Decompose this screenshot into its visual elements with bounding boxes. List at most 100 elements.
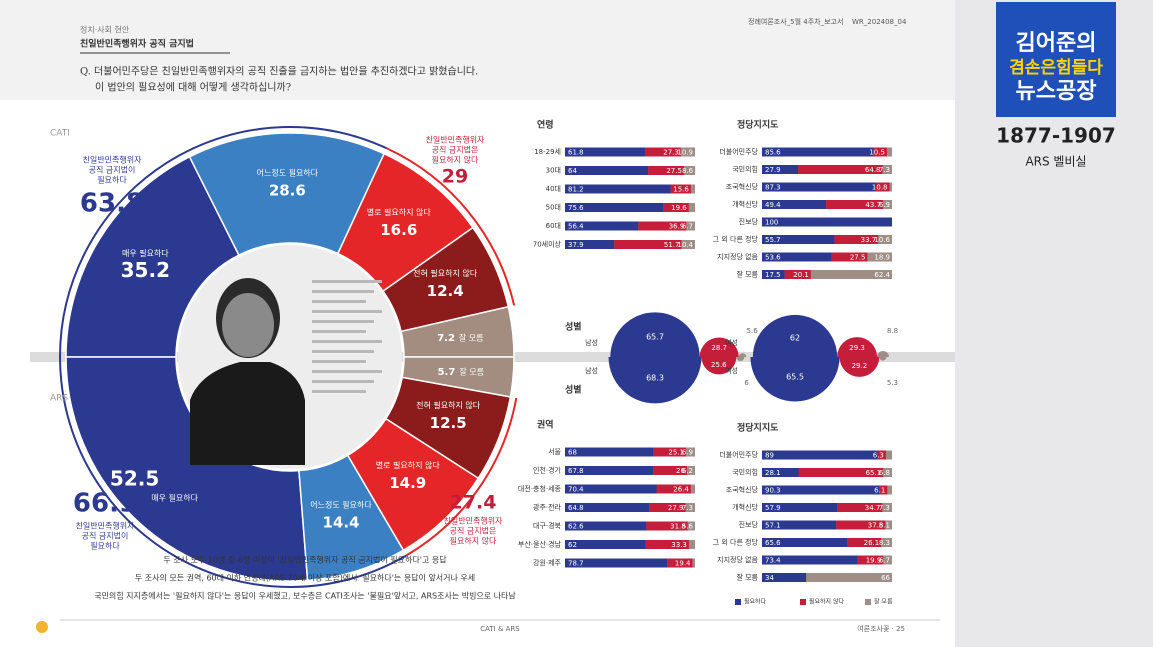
bar-segment — [798, 468, 884, 477]
bar-segment — [847, 538, 882, 547]
bar-segment — [834, 235, 879, 244]
bar-value: 34.7 — [865, 504, 881, 512]
bar-value: 64.8 — [865, 166, 881, 174]
bubble-value: 5.3 — [887, 379, 898, 387]
bubble-value: 65.7 — [646, 332, 664, 341]
bar-value: 34 — [765, 574, 774, 582]
section: 정치·사회 현안 — [80, 25, 130, 35]
bar-value: 33.7 — [861, 236, 877, 244]
bar-segment — [883, 200, 892, 209]
bar-value: 66 — [881, 574, 890, 582]
bar-value: 62.6 — [568, 523, 584, 531]
logo-ars: ARS 벨비실 — [1025, 155, 1086, 169]
row-label: 더불어민주당 — [719, 147, 758, 156]
bubble-value: 8.8 — [887, 327, 898, 335]
bar-segment — [645, 540, 689, 549]
segment-label: 전혀 필요하지 않다 — [416, 400, 481, 410]
footer-center: CATI & ARS — [480, 625, 520, 633]
bubble — [839, 357, 880, 377]
panel-title: 연령 — [537, 119, 554, 131]
bar-segment — [565, 184, 671, 194]
row-label: 60대 — [546, 222, 561, 230]
bar-value: 28.1 — [765, 469, 781, 477]
bar-value: 19.4 — [675, 560, 691, 568]
bar-value: 67.8 — [568, 467, 584, 475]
row-label: 조국혁신당 — [726, 485, 759, 494]
segment-value: 16.6 — [380, 221, 417, 239]
bubble-value: 5.6 — [747, 327, 759, 335]
bar-value: 51.7 — [664, 241, 680, 249]
bar-segment — [762, 182, 876, 192]
bar-value: 6.7 — [879, 557, 890, 565]
row-label: 진보당 — [739, 217, 759, 226]
bar-value: 6.9 — [879, 201, 890, 209]
bar-value: 6.2 — [682, 467, 693, 475]
bar-value: 27.9 — [668, 504, 684, 512]
bubble — [701, 357, 737, 375]
top-band — [0, 0, 955, 100]
need-total: 63.8 — [80, 189, 144, 219]
quote-line — [312, 300, 366, 303]
bar-segment — [798, 165, 883, 174]
bar-value: 70.4 — [568, 486, 584, 494]
bar-segment — [649, 503, 686, 512]
bar-segment — [565, 521, 647, 531]
row-label: 대전·충청·세종 — [518, 484, 562, 493]
bubble — [750, 357, 840, 402]
bar-value: 73.4 — [765, 557, 781, 565]
bar-value: 37.8 — [868, 522, 884, 530]
bar-value: 8.3 — [879, 539, 890, 547]
row-label: 40대 — [546, 185, 561, 193]
segment-value: 5.7 — [438, 367, 456, 378]
survey-label: CATI — [50, 129, 70, 139]
not-need-total: 27.4 — [450, 492, 497, 514]
bubble-value: 68.3 — [646, 373, 664, 382]
bar-value: 53.6 — [765, 254, 781, 262]
donut-segment — [188, 132, 386, 257]
quote-line — [312, 350, 374, 353]
bar-segment — [784, 270, 811, 279]
bar-value: 19.9 — [866, 557, 882, 565]
bar-value: 31.8 — [670, 523, 686, 531]
bubble — [879, 357, 887, 361]
bar-value: 26.4 — [673, 486, 689, 494]
bubble — [610, 312, 700, 357]
legend-label: 잘 모름 — [874, 598, 893, 606]
bar-segment — [565, 540, 646, 549]
bar-segment — [645, 147, 681, 157]
row-label: 인천·경기 — [533, 466, 561, 475]
bar-value: 6.8 — [879, 469, 890, 477]
bar-segment — [565, 221, 639, 231]
row-label: 더불어민주당 — [719, 450, 758, 459]
quote-line — [312, 360, 366, 363]
bar-segment — [883, 468, 892, 477]
sex-label: 남성 — [585, 338, 598, 347]
segment-label: 매우 필요하다 — [151, 492, 198, 502]
row-label: 광주·전라 — [533, 503, 562, 512]
bar-segment — [762, 165, 799, 174]
bar-segment — [638, 221, 687, 231]
bar-value: 57.1 — [765, 522, 781, 530]
bar-segment — [762, 503, 838, 512]
bar-segment — [762, 468, 799, 477]
segment-value: 12.4 — [427, 282, 464, 300]
bar-value: 18.9 — [874, 254, 890, 262]
legend-swatch — [865, 599, 871, 605]
bar-segment — [762, 520, 837, 530]
bar-value: 25.1 — [668, 449, 684, 457]
bar-value: 81.2 — [568, 186, 584, 194]
bar-value: 33.3 — [671, 541, 687, 549]
bubble — [736, 357, 745, 362]
quote-line — [312, 380, 374, 383]
bar-value: 15.6 — [673, 186, 689, 194]
bar-segment — [614, 240, 682, 249]
bar-value: 27.5 — [850, 254, 866, 262]
bar-segment — [882, 503, 892, 512]
bar-value: 7.3 — [879, 504, 890, 512]
bar-value: 55.7 — [765, 236, 781, 244]
bar-segment — [667, 558, 693, 568]
bar-segment — [648, 166, 684, 175]
bar-segment — [831, 252, 868, 262]
bubble-value: 29.2 — [852, 362, 868, 370]
bar-value: 90.3 — [765, 487, 781, 495]
